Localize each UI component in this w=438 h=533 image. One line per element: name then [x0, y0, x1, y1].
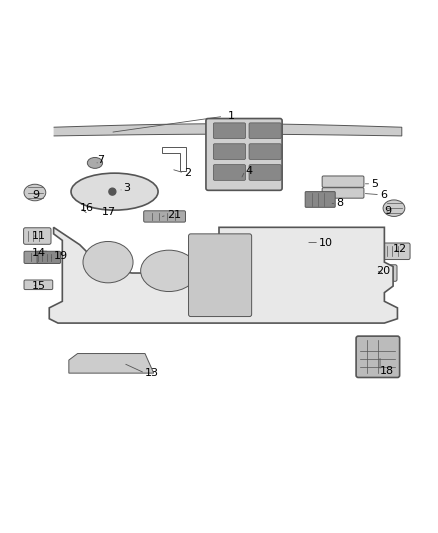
FancyBboxPatch shape	[213, 165, 246, 180]
FancyBboxPatch shape	[24, 280, 53, 289]
FancyBboxPatch shape	[249, 123, 281, 139]
Text: 14: 14	[32, 248, 46, 259]
Ellipse shape	[71, 173, 158, 210]
Text: 19: 19	[53, 251, 68, 261]
Text: 9: 9	[32, 190, 39, 200]
Text: 5: 5	[371, 179, 378, 189]
FancyBboxPatch shape	[370, 265, 397, 281]
Text: 4: 4	[245, 166, 252, 176]
Circle shape	[109, 188, 116, 195]
Ellipse shape	[141, 250, 197, 292]
Ellipse shape	[83, 241, 133, 283]
FancyBboxPatch shape	[188, 234, 252, 317]
FancyBboxPatch shape	[322, 188, 364, 198]
FancyBboxPatch shape	[249, 165, 281, 180]
FancyBboxPatch shape	[24, 228, 51, 244]
FancyBboxPatch shape	[206, 118, 282, 190]
FancyBboxPatch shape	[24, 251, 47, 263]
Text: 11: 11	[32, 231, 46, 241]
Text: 15: 15	[32, 281, 46, 291]
FancyBboxPatch shape	[305, 192, 335, 207]
Text: 13: 13	[145, 368, 159, 378]
FancyBboxPatch shape	[249, 144, 281, 159]
FancyBboxPatch shape	[213, 144, 246, 159]
FancyBboxPatch shape	[213, 123, 246, 139]
Text: 2: 2	[184, 168, 191, 178]
Polygon shape	[49, 228, 397, 323]
Text: 17: 17	[102, 207, 116, 217]
Text: 16: 16	[80, 203, 94, 213]
Text: 18: 18	[380, 366, 394, 376]
Text: 8: 8	[336, 198, 344, 208]
Text: 1: 1	[228, 111, 235, 122]
FancyBboxPatch shape	[383, 243, 410, 260]
Text: 21: 21	[167, 210, 181, 220]
Text: 10: 10	[319, 238, 333, 247]
FancyBboxPatch shape	[356, 336, 399, 377]
Text: 12: 12	[393, 244, 407, 254]
Text: 3: 3	[123, 183, 130, 193]
Ellipse shape	[383, 200, 405, 216]
PathPatch shape	[53, 124, 402, 136]
Polygon shape	[69, 353, 154, 373]
Ellipse shape	[24, 184, 46, 201]
FancyBboxPatch shape	[37, 251, 60, 263]
FancyBboxPatch shape	[322, 176, 364, 187]
Ellipse shape	[87, 157, 102, 168]
Text: 20: 20	[376, 266, 390, 276]
Text: 6: 6	[380, 190, 387, 200]
FancyBboxPatch shape	[144, 211, 185, 222]
Text: 9: 9	[385, 206, 392, 216]
Text: 7: 7	[97, 155, 104, 165]
